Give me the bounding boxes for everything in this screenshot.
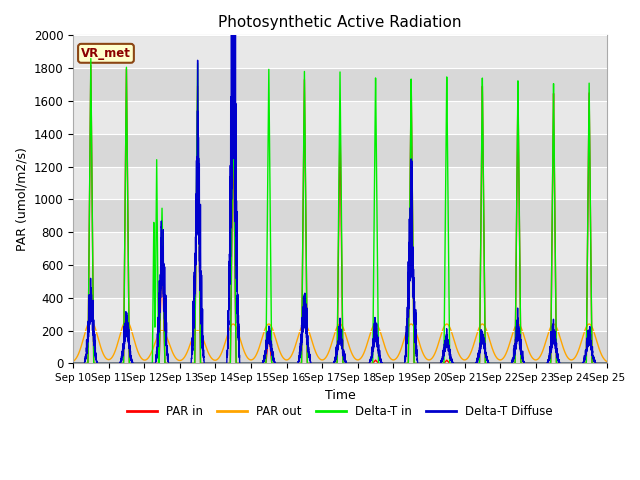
Legend: PAR in, PAR out, Delta-T in, Delta-T Diffuse: PAR in, PAR out, Delta-T in, Delta-T Dif…: [123, 401, 557, 423]
Title: Photosynthetic Active Radiation: Photosynthetic Active Radiation: [218, 15, 461, 30]
Bar: [73, 331, 607, 363]
Bar: [73, 199, 607, 232]
Bar: [73, 134, 607, 167]
Bar: [73, 265, 607, 298]
Text: VR_met: VR_met: [81, 47, 131, 60]
Bar: [73, 68, 607, 101]
Bar: [73, 232, 607, 265]
Bar: [73, 101, 607, 134]
Bar: [73, 36, 607, 68]
Bar: [73, 298, 607, 331]
Bar: [73, 167, 607, 199]
X-axis label: Time: Time: [324, 389, 355, 402]
Y-axis label: PAR (umol/m2/s): PAR (umol/m2/s): [15, 147, 28, 252]
